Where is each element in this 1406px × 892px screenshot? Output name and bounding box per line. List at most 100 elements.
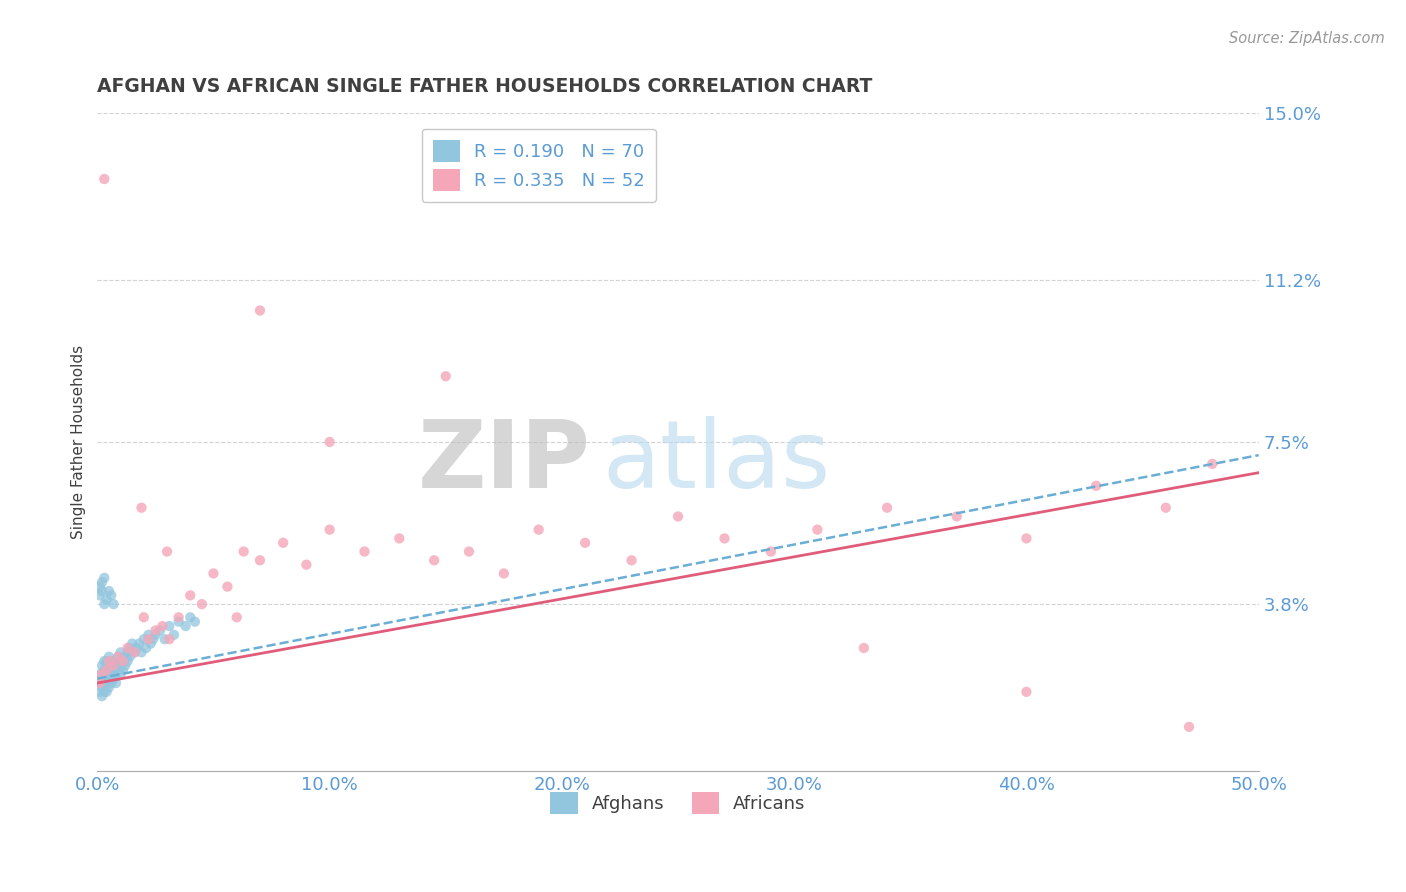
Point (111, 663, 134, 677)
Point (135, 640, 157, 655)
Point (93, 685, 115, 699)
Point (1154, 500, 1177, 515)
Point (249, 553, 271, 567)
Point (145, 628, 167, 642)
Point (114, 649, 136, 664)
Point (249, 303, 271, 318)
Point (353, 544, 375, 558)
Point (97, 672, 120, 686)
Point (167, 615, 190, 629)
Legend: Afghans, Africans: Afghans, Africans (543, 784, 813, 821)
Point (91, 584, 114, 599)
Point (89, 588, 111, 602)
Point (184, 615, 207, 629)
Point (93, 172, 115, 186)
Point (114, 658, 136, 673)
Point (174, 619, 197, 633)
Point (139, 637, 162, 651)
Point (104, 667, 127, 681)
Point (124, 645, 146, 659)
Point (100, 676, 122, 690)
Point (111, 654, 134, 668)
Point (91, 658, 114, 673)
Point (89, 676, 111, 690)
Point (97, 649, 120, 664)
Point (759, 544, 782, 558)
Point (100, 588, 122, 602)
Point (89, 580, 111, 594)
Point (318, 523, 340, 537)
Point (666, 509, 689, 524)
Point (110, 667, 132, 681)
Point (104, 676, 127, 690)
Point (1201, 457, 1223, 471)
Point (150, 619, 173, 633)
Point (93, 597, 115, 611)
Point (125, 640, 148, 655)
Point (97, 681, 120, 695)
Point (132, 632, 155, 647)
Point (103, 597, 125, 611)
Point (111, 654, 134, 668)
Point (93, 571, 115, 585)
Point (100, 667, 122, 681)
Point (103, 654, 125, 668)
Point (131, 645, 153, 659)
Point (97, 663, 120, 677)
Point (96, 654, 118, 668)
Point (145, 624, 167, 638)
Point (225, 610, 247, 624)
Point (131, 500, 153, 515)
Point (96, 663, 118, 677)
Point (103, 663, 125, 677)
Point (107, 649, 129, 664)
Point (132, 610, 155, 624)
Point (107, 663, 129, 677)
Y-axis label: Single Father Households: Single Father Households (72, 345, 86, 539)
Point (388, 532, 411, 546)
Point (121, 637, 143, 651)
Point (103, 672, 125, 686)
Point (91, 689, 114, 703)
Point (89, 676, 111, 690)
Point (118, 640, 141, 655)
Point (458, 544, 481, 558)
Point (118, 649, 141, 664)
Point (271, 536, 294, 550)
Point (97, 654, 120, 668)
Point (156, 544, 179, 558)
Point (89, 685, 111, 699)
Point (100, 658, 122, 673)
Point (852, 640, 875, 655)
Point (295, 558, 318, 572)
Point (179, 588, 201, 602)
Point (876, 500, 898, 515)
Point (1015, 685, 1038, 699)
Point (149, 624, 172, 638)
Point (157, 632, 180, 647)
Point (423, 553, 446, 567)
Point (96, 592, 118, 607)
Point (110, 645, 132, 659)
Point (110, 658, 132, 673)
Point (202, 566, 225, 581)
Point (103, 658, 125, 673)
Point (620, 553, 643, 567)
Point (179, 610, 201, 624)
Point (91, 575, 114, 590)
Point (128, 637, 150, 651)
Point (138, 628, 160, 642)
Point (163, 628, 186, 642)
Point (96, 676, 118, 690)
Point (1015, 532, 1038, 546)
Point (93, 663, 115, 677)
Point (124, 645, 146, 659)
Point (191, 597, 214, 611)
Point (97, 584, 120, 599)
Point (492, 566, 515, 581)
Point (107, 649, 129, 664)
Point (217, 580, 239, 594)
Point (93, 676, 115, 690)
Point (117, 645, 139, 659)
Point (527, 523, 550, 537)
